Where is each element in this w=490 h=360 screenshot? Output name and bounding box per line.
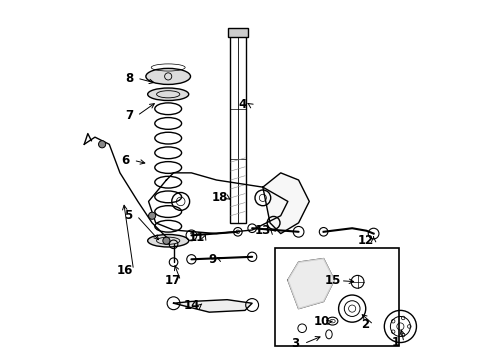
Ellipse shape — [147, 88, 189, 100]
Circle shape — [98, 141, 106, 148]
Text: 10: 10 — [313, 315, 330, 328]
Text: 18: 18 — [212, 192, 228, 204]
Text: 4: 4 — [238, 99, 246, 112]
Text: 8: 8 — [125, 72, 133, 85]
Bar — [230, 30, 246, 223]
Text: 16: 16 — [117, 264, 133, 276]
Circle shape — [163, 237, 170, 244]
Text: 13: 13 — [255, 224, 271, 237]
Text: 3: 3 — [292, 337, 300, 350]
Text: 11: 11 — [188, 231, 204, 244]
Text: 15: 15 — [324, 274, 341, 287]
Bar — [228, 28, 247, 37]
Text: 6: 6 — [121, 154, 129, 167]
Text: 9: 9 — [209, 253, 217, 266]
Text: 12: 12 — [357, 234, 373, 247]
Ellipse shape — [147, 234, 189, 247]
Text: 2: 2 — [361, 318, 369, 331]
Text: 5: 5 — [124, 209, 133, 222]
Text: 1: 1 — [392, 336, 400, 349]
Ellipse shape — [146, 68, 191, 85]
Text: 7: 7 — [125, 109, 133, 122]
Polygon shape — [263, 173, 309, 234]
Polygon shape — [173, 300, 252, 312]
Circle shape — [148, 212, 156, 219]
Text: 17: 17 — [164, 274, 181, 287]
Text: 14: 14 — [183, 299, 199, 312]
Bar — [275, 248, 398, 346]
Polygon shape — [288, 258, 334, 309]
